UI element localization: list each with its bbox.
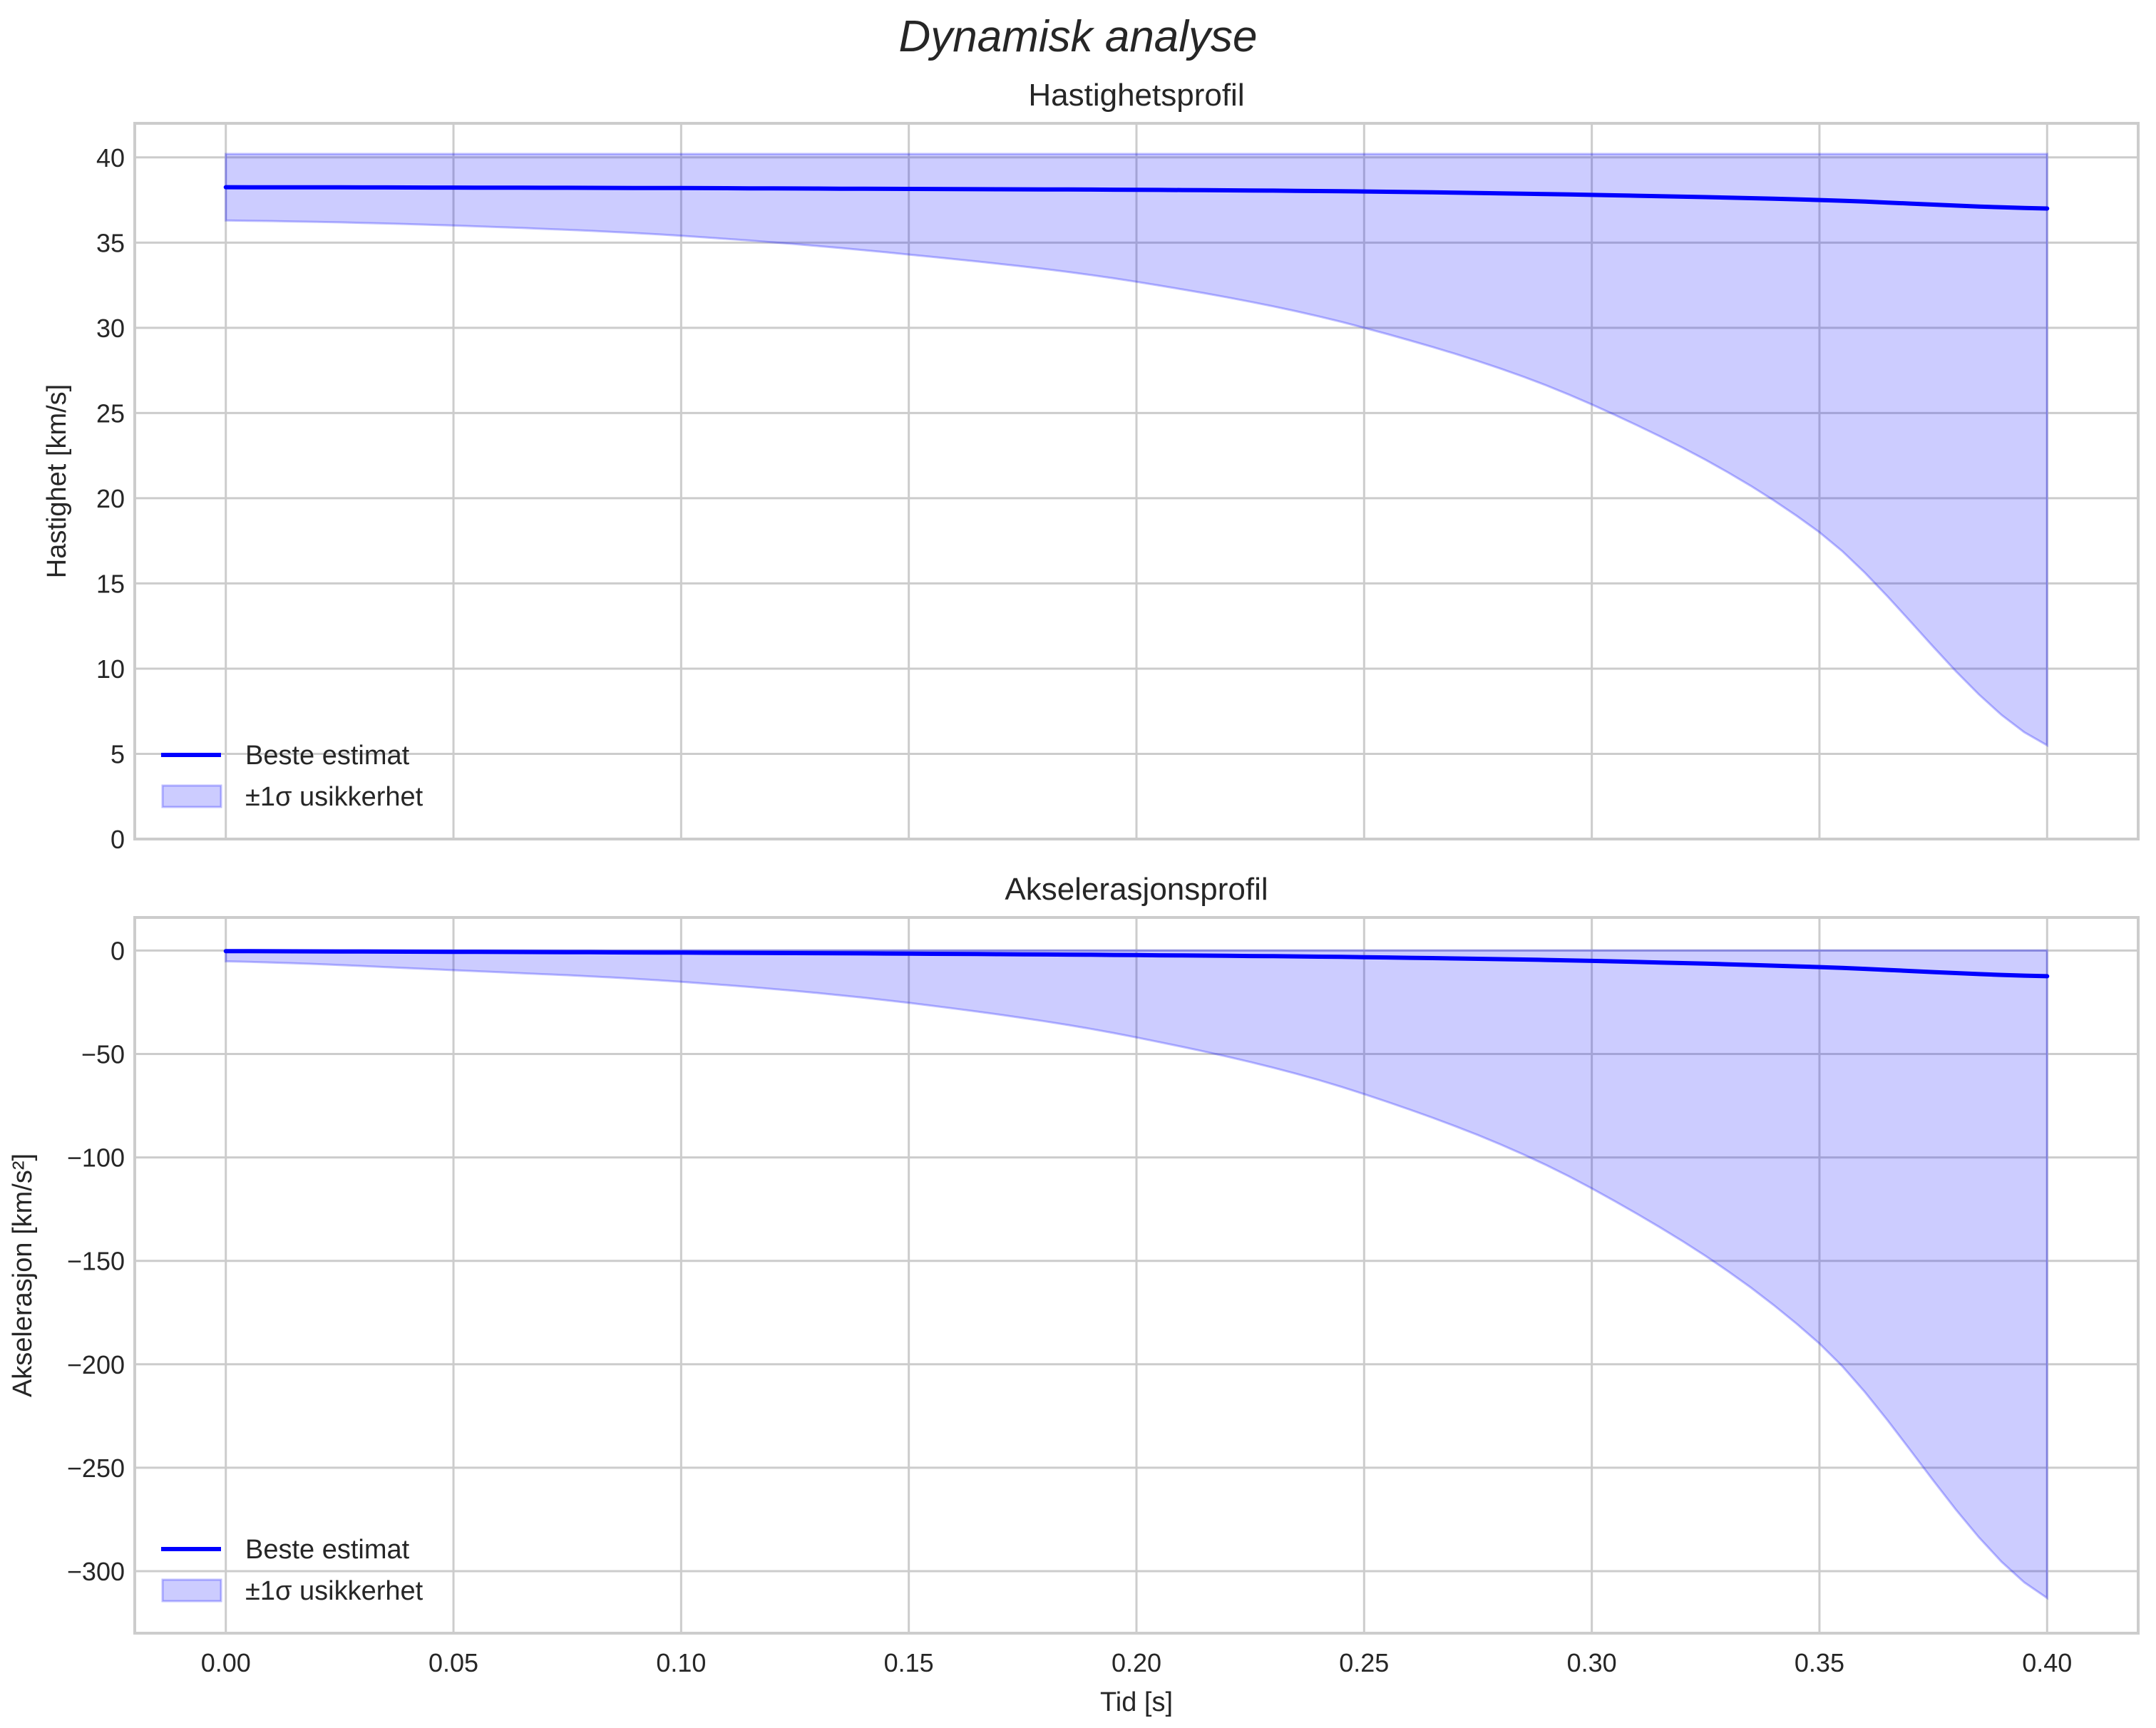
x-axis-label: Tid [s] xyxy=(1100,1687,1173,1717)
x-tick-label: 0.15 xyxy=(884,1648,934,1677)
acceleration-best-estimate-line xyxy=(223,949,2050,979)
y-tick-label: 0 xyxy=(111,936,125,965)
velocity-panel: Hastighetsprofil 0 5 10 15 20 25 30 35 40 Hastig… xyxy=(42,78,2140,854)
x-tick-label: 0.20 xyxy=(1112,1648,1161,1677)
acceleration-y-axis-label: Akselerasjon [km/s²] xyxy=(8,1153,38,1397)
velocity-y-ticks: 0 5 10 15 20 25 30 35 40 xyxy=(96,143,125,854)
y-tick-label: 20 xyxy=(96,484,125,513)
legend-label-best-estimate: Beste estimat xyxy=(245,1535,410,1565)
best-estimate-path xyxy=(223,185,2050,211)
x-tick-label: 0.25 xyxy=(1339,1648,1389,1677)
figure-title: Dynamisk analyse xyxy=(898,12,1257,61)
legend-label-uncertainty: ±1σ usikkerhet xyxy=(245,1576,423,1606)
acceleration-panel: Akselerasjonsprofil 0 −50 −100 −150 −200 −250… xyxy=(8,872,2140,1677)
y-tick-label: 35 xyxy=(96,228,125,257)
x-tick-label: 0.10 xyxy=(656,1648,706,1677)
best-estimate-path xyxy=(223,949,2050,979)
y-tick-label: −50 xyxy=(81,1040,125,1069)
x-tick-label: 0.05 xyxy=(428,1648,478,1677)
y-tick-label: 0 xyxy=(111,825,125,854)
x-tick-label: 0.30 xyxy=(1567,1648,1617,1677)
velocity-grid xyxy=(135,123,2138,840)
y-tick-label: 15 xyxy=(96,569,125,598)
acceleration-axes-frame xyxy=(133,916,2140,1635)
velocity-axes-frame xyxy=(133,122,2140,840)
x-tick-label: 0.40 xyxy=(2022,1648,2072,1677)
acceleration-uncertainty-band xyxy=(225,949,2048,1600)
y-tick-label: 30 xyxy=(96,314,125,343)
y-tick-label: −250 xyxy=(67,1454,125,1483)
y-tick-label: −300 xyxy=(67,1557,125,1586)
y-tick-label: −200 xyxy=(67,1350,125,1379)
uncertainty-band-area xyxy=(225,153,2048,748)
acceleration-panel-title: Akselerasjonsprofil xyxy=(1005,872,1268,907)
y-tick-label: 5 xyxy=(111,739,125,768)
legend-band-swatch xyxy=(161,784,222,808)
velocity-uncertainty-band xyxy=(225,153,2048,748)
x-tick-label: 0.35 xyxy=(1795,1648,1844,1677)
velocity-y-axis-label: Hastighet [km/s] xyxy=(42,384,72,578)
velocity-panel-title: Hastighetsprofil xyxy=(1028,78,1244,113)
y-tick-label: −150 xyxy=(67,1247,125,1276)
legend-band-swatch xyxy=(161,1578,222,1603)
y-tick-label: 25 xyxy=(96,398,125,428)
uncertainty-band-area xyxy=(225,949,2048,1600)
legend-label-uncertainty: ±1σ usikkerhet xyxy=(245,782,423,812)
legend-label-best-estimate: Beste estimat xyxy=(245,741,410,771)
y-tick-label: −100 xyxy=(67,1143,125,1173)
velocity-best-estimate-line xyxy=(223,185,2050,211)
acceleration-y-ticks: 0 −50 −100 −150 −200 −250 −300 xyxy=(67,936,125,1586)
y-tick-label: 10 xyxy=(96,654,125,684)
acceleration-x-ticks: 0.00 0.05 0.10 0.15 0.20 0.25 0.30 0.35 0.40 xyxy=(201,1648,2073,1677)
y-tick-label: 40 xyxy=(96,143,125,173)
acceleration-legend: Beste estimat ±1σ usikkerhet xyxy=(161,1535,423,1606)
x-tick-label: 0.00 xyxy=(201,1648,251,1677)
velocity-legend: Beste estimat ±1σ usikkerhet xyxy=(161,741,423,812)
